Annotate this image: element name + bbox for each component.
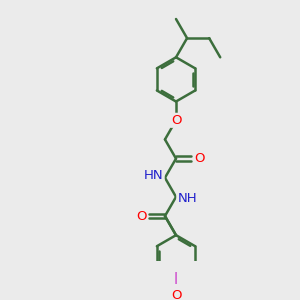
- Text: O: O: [136, 209, 146, 223]
- Text: O: O: [171, 114, 181, 127]
- Text: I: I: [174, 272, 178, 287]
- Text: HN: HN: [144, 169, 164, 182]
- Text: NH: NH: [177, 193, 197, 206]
- Text: O: O: [195, 152, 205, 165]
- Text: O: O: [171, 290, 181, 300]
